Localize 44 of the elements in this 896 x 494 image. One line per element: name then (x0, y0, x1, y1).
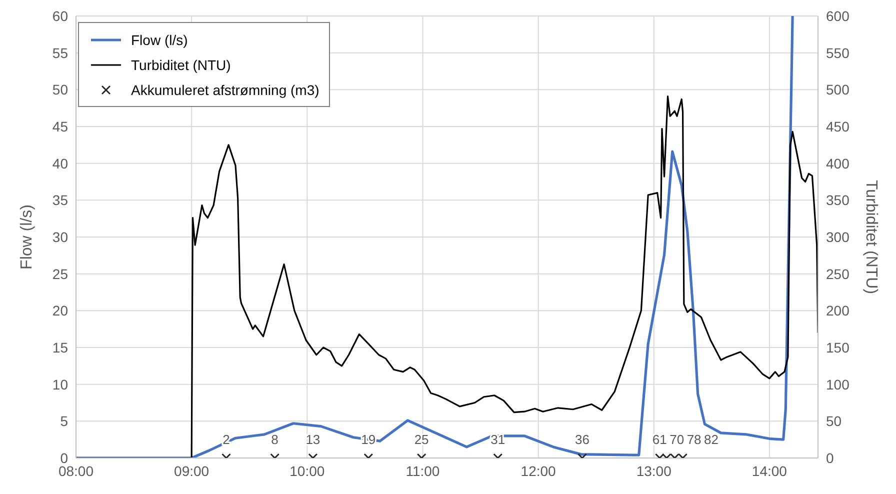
legend-label: Flow (l/s) (131, 32, 188, 48)
legend-label: Akkumuleret afstrømning (m3) (131, 82, 320, 98)
annotation: 8 (271, 432, 278, 447)
annotation: 61 (652, 432, 667, 447)
y-tick-label: 25 (52, 266, 68, 282)
y2-tick-label: 200 (826, 302, 850, 319)
annotation: 13 (306, 432, 320, 447)
annotation: 78 (686, 432, 702, 447)
annotation: 36 (574, 432, 590, 447)
y-tick-label: 40 (52, 155, 68, 172)
x-tick-label: 09:00 (174, 462, 210, 479)
y-tick-label: 60 (52, 8, 68, 24)
y-tick-label: 10 (52, 376, 68, 392)
y2-tick-label: 50 (826, 413, 842, 430)
y-tick-label: 45 (52, 118, 68, 134)
y2-tick-label: 450 (826, 118, 850, 134)
x-tick-label: 10:00 (290, 462, 325, 479)
y2-tick-label: 500 (826, 82, 850, 98)
y2-tick-label: 100 (826, 376, 850, 392)
y-tick-label: 55 (52, 44, 68, 61)
y2-tick-label: 600 (826, 8, 850, 24)
y2-tick-label: 250 (826, 266, 850, 282)
y2-tick-label: 400 (826, 155, 850, 172)
y-axis-title: Flow (l/s) (18, 204, 36, 270)
y2-tick-label: 150 (826, 339, 850, 356)
y-tick-label: 15 (52, 339, 68, 356)
x-tick-label: 11:00 (406, 462, 440, 479)
y2-tick-label: 350 (826, 192, 850, 208)
y-tick-label: 35 (52, 192, 68, 208)
y2-tick-label: 300 (826, 228, 850, 245)
legend-label: Turbiditet (NTU) (131, 56, 231, 72)
x-tick-label: 14:00 (752, 462, 788, 479)
x-tick-label: 12:00 (520, 462, 556, 479)
annotation: 82 (704, 432, 718, 447)
x-tick-label: 13:00 (636, 462, 672, 479)
annotation: 70 (670, 432, 684, 447)
y-tick-label: 30 (52, 228, 68, 245)
y-tick-label: 5 (60, 413, 68, 430)
y2-tick-label: 550 (826, 44, 850, 61)
y-tick-label: 50 (52, 82, 68, 98)
y2-axis-title: Turbiditet (NTU) (862, 180, 880, 294)
y2-tick-label: 0 (826, 450, 834, 466)
y-tick-label: 20 (52, 302, 68, 319)
annotation: 25 (414, 432, 429, 447)
